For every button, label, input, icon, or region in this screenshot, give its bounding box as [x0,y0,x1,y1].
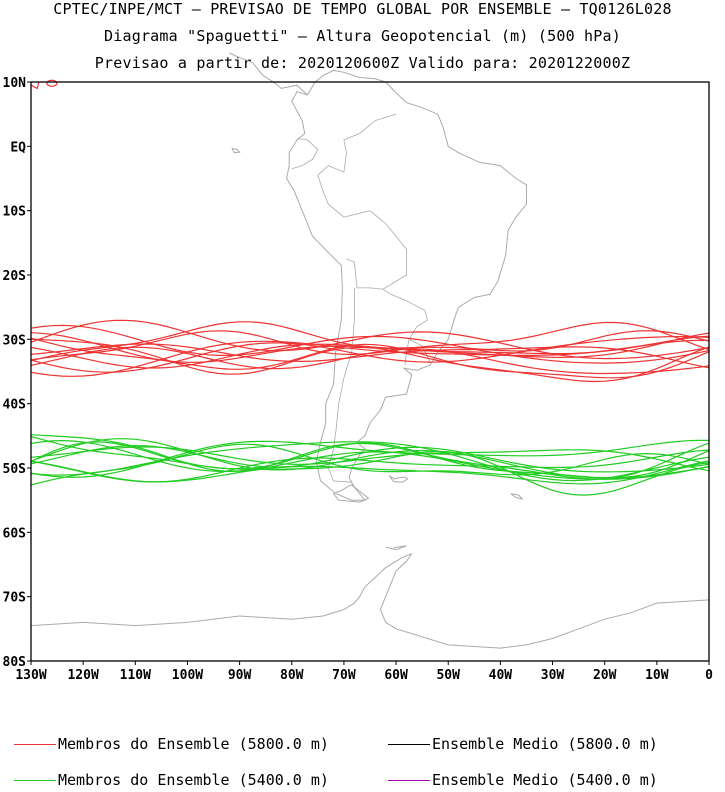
country-border [327,287,355,483]
legend-item-red-members: Membros do Ensemble (5800.0 m) [14,735,329,753]
lat-tick-label: 10N [3,76,27,91]
red-edge-contour [30,81,40,90]
lon-tick-label: 60W [384,668,408,683]
coastline-south-georgia [510,493,524,500]
lon-tick-label: 130W [15,668,46,683]
country-border [317,113,397,218]
red-member-6 [30,338,710,383]
green-member-10 [30,460,710,485]
red-member-10 [30,346,710,375]
lat-tick-label: 40S [3,398,27,413]
coastline-central-america [228,52,308,96]
legend-swatch-black [388,744,430,745]
legend-item-green-members: Membros do Ensemble (5400.0 m) [14,771,329,789]
lon-tick-label: 120W [67,668,98,683]
lon-tick-label: 50W [436,668,460,683]
map-frame [30,81,710,662]
legend-item-purple-mean: Ensemble Medio (5400.0 m) [388,771,658,789]
legend-swatch-purple [388,780,430,781]
lon-tick-label: 10W [645,668,669,683]
country-border [382,288,431,363]
legend-label: Ensemble Medio (5800.0 m) [432,735,658,753]
red-member-12 [30,337,710,379]
green-member-11 [30,441,710,482]
lat-tick-label: 60S [3,526,27,541]
lon-tick-label: 110W [120,668,151,683]
longitude-axis: 130W 120W 110W 100W 90W 80W 70W 60W 50W 40W 30W 20W… [15,661,713,683]
green-member-6 [30,443,710,486]
lon-tick-label: 20W [593,668,617,683]
green-member-9 [30,435,710,479]
lon-tick-label: 0 [705,668,713,683]
legend-label: Membros do Ensemble (5400.0 m) [58,771,329,789]
lon-tick-label: 30W [541,668,565,683]
coastline-antarctic-peninsula [30,553,412,627]
coastline-falklands [388,475,409,483]
members-5400m [30,434,710,496]
lon-tick-label: 40W [489,668,513,683]
coastline-south-america [286,69,527,501]
members-5800m [30,79,710,383]
coastline-south-shetland [385,545,407,551]
legend-swatch-green [14,780,56,781]
country-border [343,210,407,275]
lat-tick-label: EQ [10,140,26,155]
frame-box [30,81,710,662]
lon-tick-label: 80W [280,668,304,683]
coastline-weddell-coast [379,553,710,649]
lat-tick-label: 70S [3,591,27,606]
legend-item-black-mean: Ensemble Medio (5800.0 m) [388,735,658,753]
red-member-11 [30,324,710,364]
lon-tick-label: 90W [228,668,252,683]
lat-tick-label: 10S [3,205,27,220]
title-line-2: Diagrama "Spaguetti" – Altura Geopotenci… [104,27,621,45]
lon-tick-label: 100W [172,668,203,683]
legend-swatch-red [14,744,56,745]
coastlines [30,52,710,649]
lat-tick-label: 50S [3,462,27,477]
country-border [291,138,319,170]
red-closed-contour [46,79,58,87]
red-member-4 [30,343,710,369]
title-line-1: CPTEC/INPE/MCT – PREVISAO DE TEMPO GLOBA… [53,0,672,18]
legend-label: Membros do Ensemble (5800.0 m) [58,735,329,753]
lon-tick-label: 70W [332,668,356,683]
lat-tick-label: 30S [3,333,27,348]
red-member-2 [30,336,710,373]
green-member-1 [30,446,710,472]
title-line-3: Previsao a partir de: 2020120600Z Valido… [94,54,631,72]
latitude-axis: 10N EQ 10S 20S 30S 40S 50S 60S 70S 80S [3,76,31,670]
coastline-galapagos [231,147,241,154]
legend-label: Ensemble Medio (5400.0 m) [432,771,658,789]
lat-tick-label: 80S [3,655,27,670]
red-member-8 [30,339,710,377]
green-member-12 [30,441,710,496]
country-border [346,258,407,290]
lat-tick-label: 20S [3,269,27,284]
coastline-tierra-del-fuego [332,484,370,503]
